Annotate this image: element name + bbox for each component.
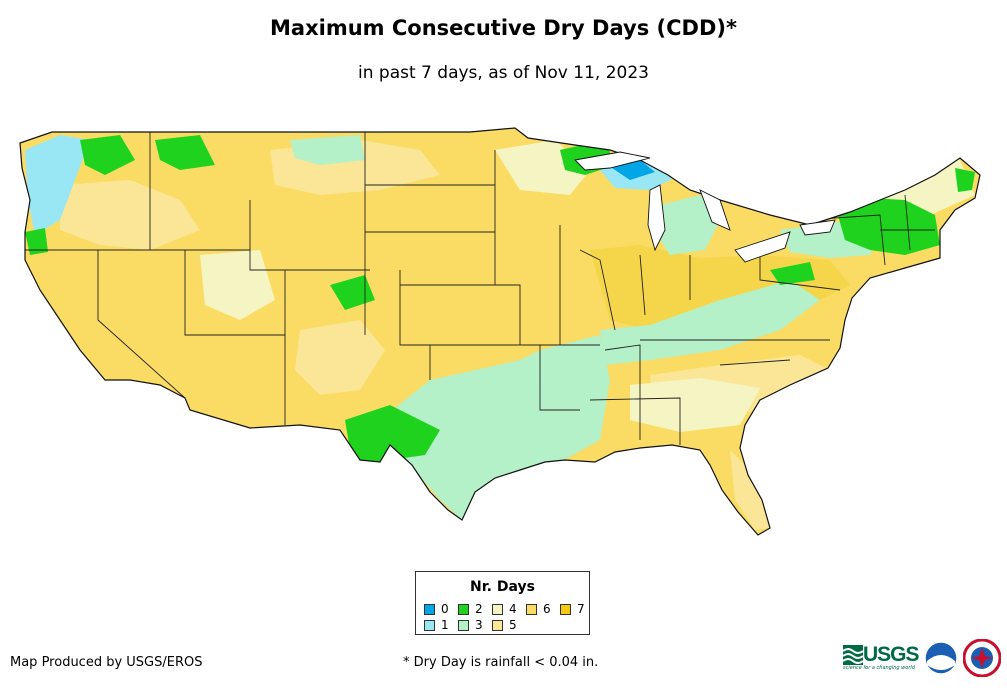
usgs-logo: USGS science for a changing world bbox=[843, 643, 920, 673]
legend-swatch bbox=[492, 619, 503, 631]
region-4-days-southeast bbox=[630, 378, 760, 432]
cdd-fill-regions bbox=[25, 135, 975, 530]
usgs-wave-icon bbox=[843, 645, 863, 665]
legend-swatch bbox=[424, 603, 435, 615]
map-credit: Map Produced by USGS/EROS bbox=[10, 655, 203, 670]
region-2-days-maine bbox=[955, 168, 975, 192]
legend-item-4: 4 bbox=[492, 602, 517, 616]
legend-label: 4 bbox=[509, 602, 517, 616]
legend-swatch bbox=[458, 619, 469, 631]
region-2-days-pennsylvania bbox=[770, 262, 815, 285]
noaa-logo-icon bbox=[924, 641, 958, 675]
legend-label: 6 bbox=[543, 602, 551, 616]
region-5-days-florida bbox=[730, 450, 770, 530]
legend-swatch bbox=[526, 603, 537, 615]
lake-michigan bbox=[647, 184, 666, 252]
legend-item-0: 0 bbox=[424, 602, 449, 616]
legend-label: 7 bbox=[577, 602, 585, 616]
legend-label: 5 bbox=[509, 618, 517, 632]
region-7-days bbox=[590, 245, 850, 330]
great-lakes bbox=[574, 151, 836, 263]
region-3-days-texas-south bbox=[380, 335, 610, 520]
lake-superior bbox=[574, 151, 651, 171]
region-3-days-ohio-valley bbox=[600, 280, 820, 365]
region-5-days-southwest bbox=[295, 320, 385, 395]
lake-huron bbox=[699, 189, 731, 231]
legend-swatch bbox=[560, 603, 571, 615]
legend: Nr. Days 0 1 2 3 4 5 6 7 bbox=[415, 571, 590, 635]
legend-item-6: 6 bbox=[526, 602, 551, 616]
nws-logo-icon bbox=[963, 639, 1001, 677]
region-3-days-michigan bbox=[655, 195, 720, 255]
lake-ontario bbox=[799, 219, 836, 236]
legend-item-2: 2 bbox=[458, 602, 483, 616]
usgs-tagline: science for a changing world bbox=[843, 665, 915, 671]
region-2-days-west-texas bbox=[345, 405, 440, 470]
legend-label: 1 bbox=[441, 618, 449, 632]
legend-item-3: 3 bbox=[458, 618, 483, 632]
region-2-days-colorado bbox=[330, 275, 375, 310]
legend-item-7: 7 bbox=[560, 602, 585, 616]
region-5-days-northwest bbox=[60, 180, 200, 250]
region-3-days-washington bbox=[290, 135, 365, 165]
legend-swatch bbox=[492, 603, 503, 615]
footnote: * Dry Day is rainfall < 0.04 in. bbox=[403, 655, 599, 670]
legend-title: Nr. Days bbox=[470, 579, 535, 595]
region-2-days-oregon-coast bbox=[25, 228, 48, 255]
map-title: Maximum Consecutive Dry Days (CDD)* bbox=[270, 16, 737, 40]
region-2-days-idaho bbox=[155, 135, 215, 170]
region-2-days-washington bbox=[80, 135, 135, 175]
legend-swatch bbox=[424, 619, 435, 631]
legend-swatch bbox=[458, 603, 469, 615]
lake-erie bbox=[734, 231, 791, 263]
region-1-day-pacific-nw bbox=[25, 135, 90, 235]
region-2-days-new-england bbox=[835, 198, 940, 255]
legend-label: 2 bbox=[475, 602, 483, 616]
map-subtitle: in past 7 days, as of Nov 11, 2023 bbox=[358, 63, 649, 83]
legend-label: 0 bbox=[441, 602, 449, 616]
legend-item-1: 1 bbox=[424, 618, 449, 632]
legend-label: 3 bbox=[475, 618, 483, 632]
region-4-days-utah bbox=[200, 250, 275, 320]
usgs-wordmark: USGS bbox=[863, 643, 920, 666]
legend-item-5: 5 bbox=[492, 618, 517, 632]
